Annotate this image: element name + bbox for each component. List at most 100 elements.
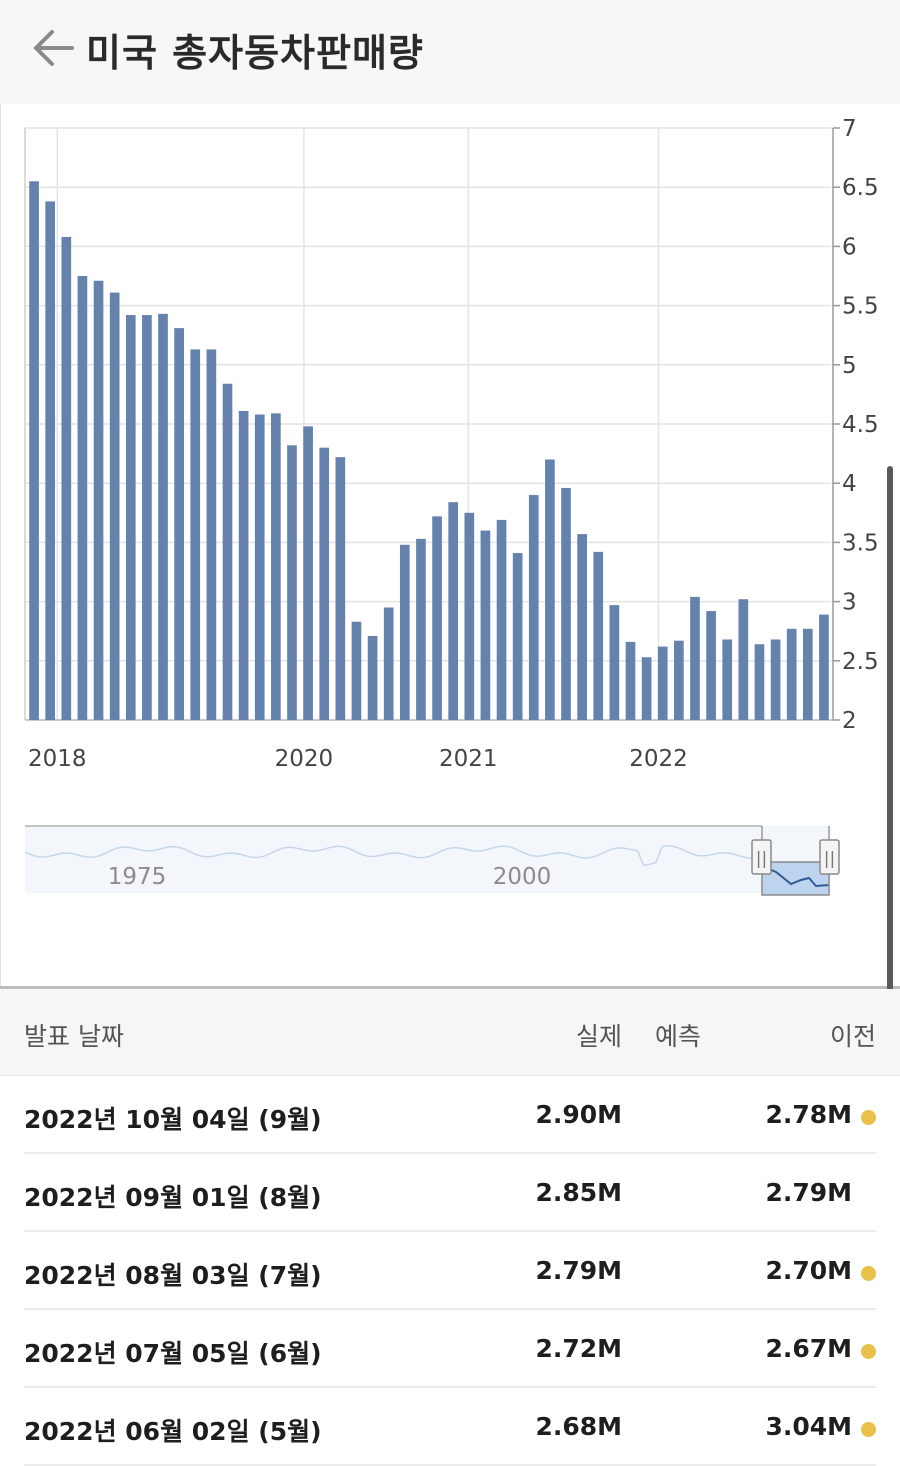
- chart-bar: [593, 551, 604, 720]
- navigator-label: 2000: [493, 864, 552, 890]
- chart-bar: [367, 635, 378, 720]
- chart-bar: [770, 639, 781, 720]
- header-forecast: 예측: [655, 1022, 702, 1051]
- navigator-right-handle-box: [819, 839, 840, 875]
- chart-bar: [512, 553, 523, 720]
- chart-bar: [786, 628, 797, 720]
- chart-bar: [528, 495, 539, 720]
- navigator-left-handle-grip: ||: [756, 849, 767, 869]
- y-tick-label: 6.5: [842, 175, 879, 201]
- navigator-selection: [761, 861, 830, 896]
- chart-bar: [271, 413, 281, 720]
- release-date: 2022년 08월 03일 (7월): [24, 1261, 322, 1290]
- table-header: 발표 날짜 실제 예측 이전: [0, 989, 900, 1076]
- revision-dot-icon: [861, 1266, 876, 1281]
- chart-panel: 7 6.5 6 5.5 5 4.5 4 3.5 3 2.5 2 2018 2020 2021 2022 |…: [0, 104, 900, 988]
- chart-bar: [819, 614, 829, 720]
- y-tick-label: 6: [842, 234, 857, 260]
- chart-bar: [432, 516, 442, 720]
- x-tick-label: 2021: [439, 746, 498, 772]
- release-date: 2022년 10월 04일 (9월): [24, 1105, 322, 1134]
- navigator-left-handle-box: [751, 839, 772, 875]
- row-divider: [24, 1152, 876, 1154]
- chart-bar: [561, 487, 571, 720]
- chart-bar: [496, 519, 507, 720]
- previous-value: 3.04M: [765, 1412, 852, 1441]
- y-tick-label: 2: [842, 708, 857, 734]
- table-row[interactable]: 2022년 09월 01일 (8월) 2.85M 2.79M: [0, 1154, 900, 1232]
- chart-bar: [303, 426, 313, 720]
- release-date: 2022년 09월 01일 (8월): [24, 1183, 322, 1212]
- chart-bar: [29, 181, 39, 720]
- chart-bar: [738, 599, 749, 720]
- table-row[interactable]: 2022년 10월 04일 (9월) 2.90M 2.78M: [0, 1076, 900, 1154]
- chart-bar: [61, 236, 72, 721]
- chart-bar: [238, 410, 249, 720]
- chart-bar: [45, 201, 56, 720]
- chart-bar: [93, 280, 104, 720]
- chart-bar: [399, 544, 410, 720]
- row-divider: [24, 1386, 876, 1388]
- y-tick-label: 4: [842, 471, 857, 497]
- actual-value: 2.68M: [535, 1412, 622, 1441]
- header-actual: 실제: [576, 1022, 623, 1051]
- navigator-label: 1975: [108, 864, 167, 890]
- y-tick-label: 7: [842, 116, 857, 142]
- previous-value: 2.70M: [765, 1256, 852, 1285]
- x-tick-label: 2022: [629, 746, 688, 772]
- y-tick-label: 2.5: [842, 649, 879, 675]
- navigator-series: [24, 845, 761, 867]
- chart-bar: [690, 596, 700, 720]
- x-tick-label: 2020: [275, 746, 334, 772]
- chart-bar: [657, 646, 668, 720]
- y-tick-label: 4.5: [842, 412, 879, 438]
- previous-value: 2.78M: [765, 1100, 852, 1129]
- x-tick-label: 2018: [28, 746, 87, 772]
- chart-bar: [674, 640, 684, 720]
- chart-bar: [190, 349, 201, 720]
- navigator-selected-series: [761, 865, 830, 888]
- chart-bar: [125, 315, 136, 720]
- chart-bar: [480, 530, 491, 720]
- actual-value: 2.85M: [535, 1178, 622, 1207]
- chart-bar: [335, 457, 346, 720]
- chart-bar: [416, 538, 426, 720]
- chart-bar: [609, 605, 620, 720]
- chart-bar: [383, 607, 394, 720]
- navigator-background: [25, 826, 831, 893]
- row-divider: [24, 1308, 876, 1310]
- navigator-right-handle[interactable]: ||: [819, 839, 840, 875]
- navigator-left-handle[interactable]: ||: [751, 839, 772, 875]
- y-tick-label: 5: [842, 353, 857, 379]
- chart-bar: [109, 292, 120, 720]
- chart-bar: [174, 328, 184, 720]
- header-date: 발표 날짜: [24, 1022, 124, 1051]
- navigator-right-handle-grip: ||: [824, 849, 835, 869]
- arrow-left-icon[interactable]: [30, 28, 76, 68]
- chart-bar: [319, 447, 330, 720]
- chart-bar: [754, 644, 765, 720]
- scrollbar[interactable]: [887, 466, 893, 1048]
- chart-bar: [222, 383, 233, 720]
- chart-bar: [464, 512, 475, 720]
- chart-bar: [545, 459, 555, 720]
- actual-value: 2.79M: [535, 1256, 622, 1285]
- chart-bar: [142, 315, 152, 720]
- actual-value: 2.72M: [535, 1334, 622, 1363]
- y-tick-label: 3: [842, 590, 857, 616]
- chart-bar: [158, 313, 168, 720]
- previous-value: 2.79M: [765, 1178, 852, 1207]
- revision-dot-icon: [861, 1422, 876, 1437]
- table-row[interactable]: 2022년 07월 05일 (6월) 2.72M 2.67M: [0, 1310, 900, 1388]
- revision-dot-icon: [861, 1110, 876, 1125]
- table-row[interactable]: 2022년 08월 03일 (7월) 2.79M 2.70M: [0, 1232, 900, 1310]
- chart-bar: [577, 534, 587, 720]
- chart-bar: [287, 445, 297, 720]
- chart-bar: [802, 628, 813, 720]
- release-date: 2022년 07월 05일 (6월): [24, 1339, 322, 1368]
- chart-bar: [254, 414, 265, 720]
- actual-value: 2.90M: [535, 1100, 622, 1129]
- table-row[interactable]: 2022년 06월 02일 (5월) 2.68M 3.04M: [0, 1388, 900, 1466]
- header-previous: 이전: [829, 1022, 876, 1051]
- bar-chart: 7 6.5 6 5.5 5 4.5 4 3.5 3 2.5 2 2018 2020 2021 2022 |…: [24, 116, 879, 896]
